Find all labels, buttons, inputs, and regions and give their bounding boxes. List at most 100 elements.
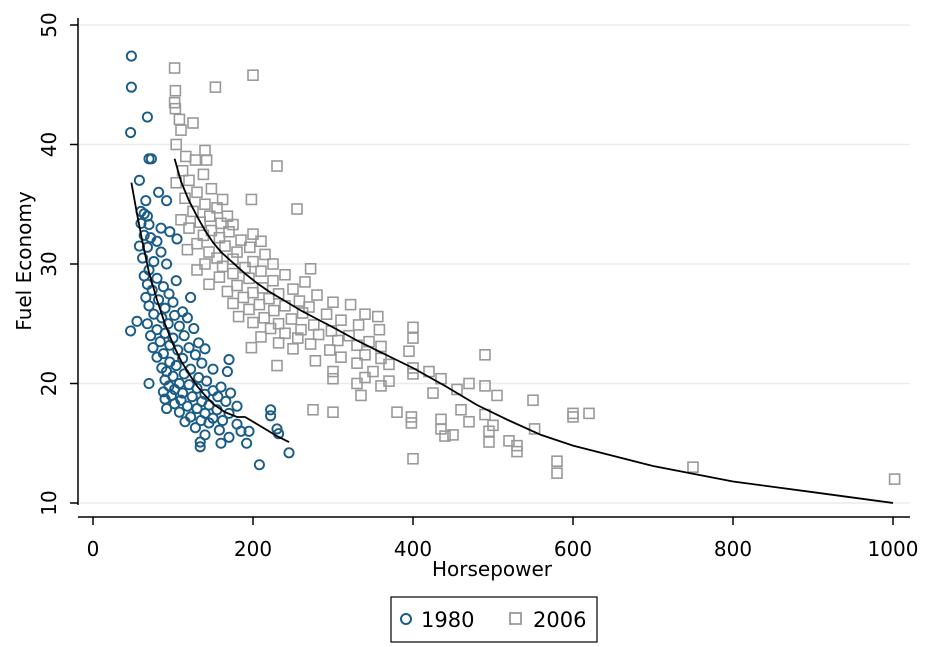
point-1980-101 (169, 398, 181, 410)
point-1980-29 (151, 272, 163, 284)
point-1980-32 (157, 281, 169, 293)
point-1980-36 (185, 291, 197, 304)
point-2006-8 (175, 124, 187, 136)
point-2006-123 (271, 359, 283, 372)
point-2006-16 (197, 168, 210, 181)
point-1980-23 (155, 246, 167, 258)
point-2006-63 (267, 274, 279, 287)
point-1980-109 (173, 406, 185, 418)
legend-label-2006: 2006 (533, 608, 586, 632)
point-1980-130 (241, 437, 253, 449)
point-2006-108 (407, 332, 419, 344)
point-2006-75 (293, 295, 306, 307)
point-1980-71 (170, 360, 182, 372)
point-1980-15 (155, 222, 167, 234)
point-2006-159 (439, 430, 451, 442)
point-1980-62 (199, 343, 211, 355)
point-1980-133 (253, 459, 265, 471)
point-2006-127 (367, 365, 379, 378)
point-2006-56 (304, 262, 317, 275)
point-2006-114 (287, 343, 299, 355)
point-1980-46 (131, 315, 143, 327)
point-2006-153 (463, 415, 475, 428)
point-1980-96 (212, 391, 224, 403)
point-2006-120 (375, 352, 387, 365)
point-2006-102 (312, 328, 325, 341)
point-1980-129 (215, 437, 227, 449)
point-2006-69 (221, 285, 234, 298)
point-1980-49 (173, 320, 185, 332)
point-2006-87 (232, 310, 245, 323)
series-1980-points (125, 50, 295, 471)
point-2006-45 (181, 243, 194, 256)
point-2006-130 (359, 371, 371, 384)
point-2006-4 (168, 96, 181, 109)
point-2006-48 (259, 248, 271, 261)
point-2006-26 (291, 203, 303, 215)
point-2006-3 (169, 84, 182, 97)
point-2006-125 (407, 362, 419, 374)
point-2006-101 (279, 327, 291, 340)
point-2006-11 (180, 150, 192, 163)
point-2006-140 (355, 389, 367, 402)
point-1980-5 (145, 153, 157, 165)
point-2006-141 (491, 389, 503, 402)
point-2006-23 (245, 193, 258, 206)
point-1980-123 (235, 425, 247, 437)
point-2006-119 (335, 351, 347, 364)
point-2006-41 (255, 235, 267, 248)
point-2006-73 (237, 291, 250, 304)
point-2006-121 (309, 354, 322, 367)
point-1980-38 (167, 296, 179, 308)
point-1980-7 (153, 186, 165, 198)
x-tick-label-1: 200 (234, 537, 272, 561)
y-tick-label-4: 50 (37, 12, 61, 37)
point-2006-42 (191, 237, 203, 250)
point-1980-43 (169, 309, 181, 321)
point-2006-137 (479, 380, 491, 392)
point-1980-112 (265, 410, 277, 422)
point-2006-88 (258, 311, 271, 324)
point-2006-77 (227, 297, 239, 310)
point-2006-13 (200, 154, 213, 166)
point-2006-34 (183, 222, 195, 234)
point-2006-131 (327, 372, 339, 385)
point-2006-90 (335, 314, 347, 326)
point-2006-96 (264, 322, 277, 335)
point-2006-136 (375, 380, 387, 392)
y-ticks: 10 20 30 40 50 (37, 12, 78, 516)
point-2006-117 (479, 349, 491, 361)
point-2006-89 (285, 313, 298, 325)
y-tick-label-1: 20 (37, 371, 61, 396)
point-2006-44 (244, 241, 256, 254)
fit-line-1980 (130, 182, 290, 443)
point-2006-24 (199, 198, 211, 211)
point-2006-91 (371, 310, 384, 323)
point-2006-166 (551, 455, 563, 467)
series-2006-points (168, 62, 901, 485)
point-1980-131 (194, 441, 206, 453)
point-1980-24 (137, 252, 149, 264)
point-2006-10 (199, 144, 211, 157)
point-1980-45 (181, 312, 193, 324)
point-1980-52 (188, 322, 200, 335)
x-tick-label-4: 800 (714, 537, 752, 561)
point-2006-76 (327, 296, 339, 309)
point-2006-60 (279, 268, 291, 281)
x-tick-label-0: 0 (87, 537, 100, 561)
point-2006-126 (327, 365, 339, 378)
point-1980-83 (143, 377, 155, 390)
point-2006-66 (231, 279, 243, 292)
point-2006-150 (583, 407, 595, 420)
point-1980-60 (183, 342, 195, 354)
point-2006-156 (435, 423, 447, 435)
legend-box (390, 596, 598, 643)
point-2006-103 (343, 329, 355, 342)
point-1980-16 (164, 226, 176, 238)
point-2006-36 (223, 225, 235, 238)
point-1980-17 (138, 229, 150, 241)
point-1980-117 (179, 416, 191, 428)
point-2006-92 (247, 316, 259, 329)
